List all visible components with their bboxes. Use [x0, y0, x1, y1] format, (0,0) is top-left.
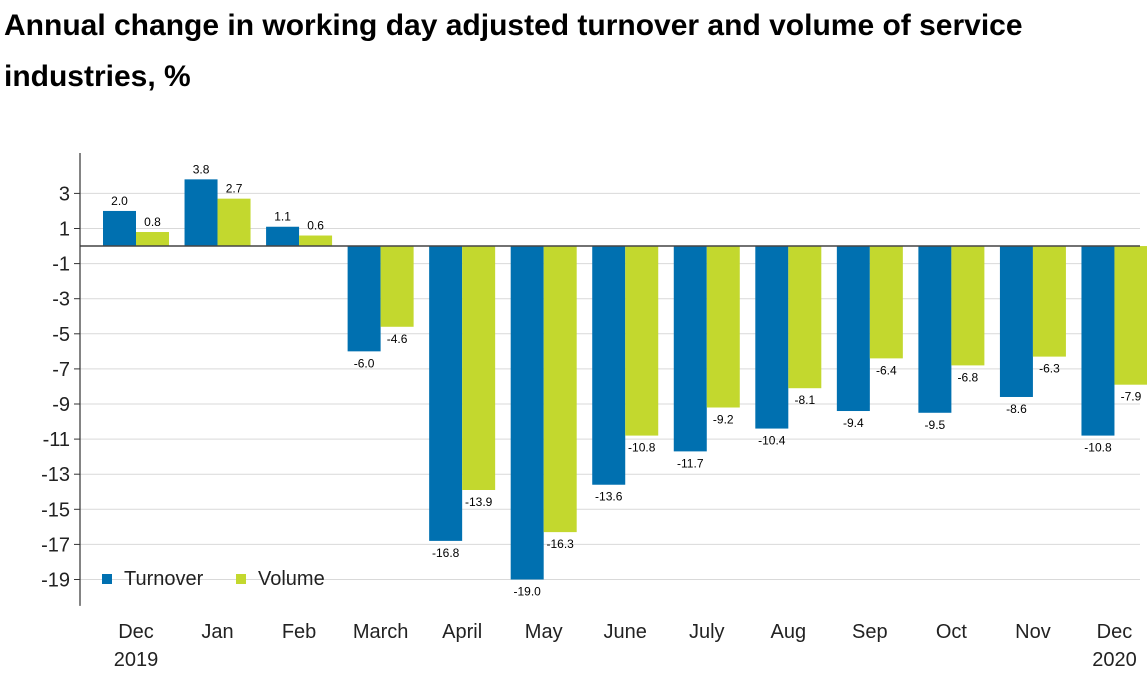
data-label: -4.6 — [387, 332, 408, 346]
data-label: 2.7 — [226, 182, 243, 196]
x-category-label: June — [604, 621, 647, 643]
legend-swatch-turnover — [102, 574, 112, 584]
data-label: 1.1 — [274, 210, 291, 224]
data-label: -8.1 — [794, 393, 815, 407]
bar-turnover — [836, 246, 870, 412]
x-category-label: Jan — [201, 621, 233, 643]
y-tick-label: -1 — [52, 254, 70, 276]
bar-volume — [951, 246, 985, 366]
bar-volume — [217, 198, 251, 247]
data-label: 0.6 — [307, 219, 324, 233]
bar-volume — [625, 246, 659, 436]
bar-turnover — [266, 226, 300, 247]
x-category-label: Feb — [282, 621, 316, 643]
data-labels: 2.0 3.8 1.1 -6.0 -16.8 -19.0 -13.6 -11.7 -10.4 -9… — [111, 162, 1141, 598]
x-category-year: 2019 — [114, 649, 159, 671]
bar-volume — [380, 246, 414, 327]
y-tick-label: -3 — [52, 289, 70, 311]
bar-turnover — [755, 246, 789, 429]
bar-turnover — [429, 246, 463, 541]
bar-turnover — [347, 246, 381, 352]
y-tick-label: -17 — [41, 534, 70, 556]
data-label: -6.3 — [1039, 362, 1060, 376]
data-label: -13.6 — [595, 490, 623, 504]
data-label: 3.8 — [193, 162, 210, 176]
y-tick-label: -13 — [41, 464, 70, 486]
y-tick-label: 1 — [59, 219, 70, 241]
x-category-label: May — [525, 621, 563, 643]
bars — [103, 179, 1147, 580]
x-category-label: Aug — [771, 621, 807, 643]
x-axis-labels: Dec 2019 Jan Feb March April May June July Aug Sep… — [114, 621, 1137, 671]
bar-volume — [299, 235, 333, 247]
y-tick-label: -15 — [41, 499, 70, 521]
bar-volume — [1114, 246, 1147, 385]
data-label: -6.0 — [354, 356, 375, 370]
y-tick-label: -19 — [41, 570, 70, 592]
data-label: -19.0 — [514, 585, 542, 599]
x-category-label: Sep — [852, 621, 888, 643]
data-label: -10.8 — [628, 441, 656, 455]
data-label: -9.5 — [925, 418, 946, 432]
bar-turnover — [103, 210, 136, 247]
data-label: -10.8 — [1084, 441, 1112, 455]
data-label: -9.2 — [713, 413, 734, 427]
data-label: -10.4 — [758, 434, 786, 448]
data-label: -13.9 — [465, 495, 493, 509]
bar-turnover — [1081, 246, 1115, 436]
data-label: -6.8 — [958, 370, 979, 384]
bar-volume — [136, 232, 169, 247]
bar-volume — [543, 246, 577, 533]
legend-swatch-volume — [236, 574, 246, 584]
bar-volume — [462, 246, 496, 490]
x-category-label: Oct — [936, 621, 968, 643]
data-label: 2.0 — [111, 194, 128, 208]
legend-label-volume: Volume — [258, 568, 325, 590]
x-category-label: Dec — [1097, 621, 1133, 643]
bar-volume — [869, 246, 903, 359]
data-label: -9.4 — [843, 416, 864, 430]
data-label: -16.8 — [432, 546, 460, 560]
legend-label-turnover: Turnover — [124, 568, 204, 590]
bar-turnover — [918, 246, 952, 413]
x-category-label: Nov — [1015, 621, 1051, 643]
y-tick-label: -9 — [52, 394, 70, 416]
y-tick-label: 3 — [59, 183, 70, 205]
x-category-label: March — [353, 621, 409, 643]
bar-turnover — [184, 179, 218, 247]
data-label: -6.4 — [876, 363, 897, 377]
legend: Turnover Volume — [102, 568, 325, 590]
y-tick-label: -11 — [43, 429, 70, 451]
x-category-label: Dec — [118, 621, 154, 643]
data-label: -7.9 — [1121, 390, 1142, 404]
bar-volume — [706, 246, 740, 408]
bar-turnover — [999, 246, 1033, 397]
y-tick-label: -7 — [52, 359, 70, 381]
bar-volume — [788, 246, 822, 389]
chart-title: Annual change in working day adjusted tu… — [4, 9, 1023, 93]
y-tick-label: -5 — [52, 324, 70, 346]
x-category-year: 2020 — [1092, 649, 1137, 671]
data-label: 0.8 — [144, 215, 161, 229]
bar-turnover — [592, 246, 626, 485]
bar-turnover — [673, 246, 707, 452]
bar-volume — [1032, 246, 1066, 357]
x-category-label: April — [442, 621, 482, 643]
data-label: -8.6 — [1006, 402, 1027, 416]
y-axis: 3 1 -1 -3 -5 -7 -9 -11 -13 -15 -17 -19 — [41, 153, 81, 606]
x-category-label: July — [689, 621, 725, 643]
bar-turnover — [510, 246, 544, 580]
data-label: -11.7 — [677, 456, 704, 470]
data-label: -16.3 — [547, 537, 575, 551]
